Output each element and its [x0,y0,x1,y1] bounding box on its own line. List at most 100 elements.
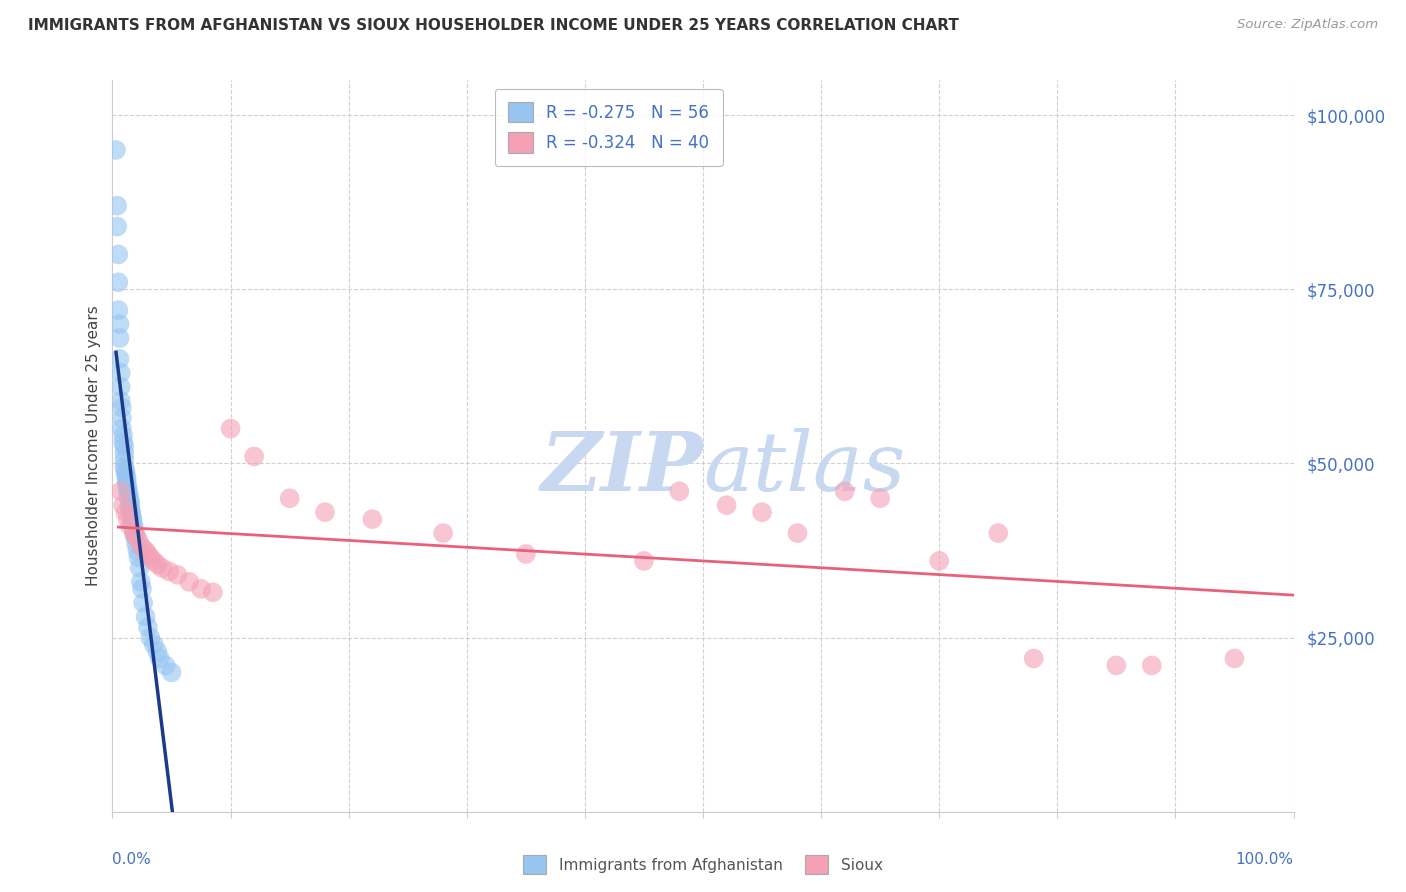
Point [869,491,891,506]
Point [139,631,162,645]
Point [122,523,145,537]
Text: atlas: atlas [703,428,905,508]
Point [114,505,136,519]
Point [107,303,129,318]
Point [112,439,135,453]
Point [110,380,132,394]
Point [633,554,655,568]
Point [1223,651,1246,665]
Point [120,505,142,519]
Point [111,401,134,415]
Point [135,609,157,624]
Point [117,484,139,499]
Point [120,494,142,508]
Point [928,554,950,568]
Point [112,459,135,474]
Point [219,421,242,435]
Point [117,512,139,526]
Point [142,554,165,568]
Point [108,331,131,345]
Point [751,505,773,519]
Point [157,565,180,579]
Point [112,446,135,460]
Point [127,550,149,565]
Point [129,574,152,589]
Text: Source: ZipAtlas.com: Source: ZipAtlas.com [1237,18,1378,31]
Point [115,470,138,484]
Point [105,143,128,157]
Point [278,491,301,506]
Point [432,526,454,541]
Point [515,547,537,561]
Point [361,512,384,526]
Point [108,317,131,331]
Point [190,582,212,596]
Point [135,543,157,558]
Legend: Immigrants from Afghanistan, Sioux: Immigrants from Afghanistan, Sioux [517,849,889,880]
Point [127,543,149,558]
Point [160,665,183,680]
Point [114,463,136,477]
Point [118,488,141,502]
Point [834,484,856,499]
Point [1140,658,1163,673]
Point [120,498,142,512]
Point [125,536,148,550]
Y-axis label: Householder Income Under 25 years: Householder Income Under 25 years [86,306,101,586]
Point [111,421,134,435]
Point [115,474,138,488]
Point [987,526,1010,541]
Point [668,484,690,499]
Point [136,620,159,634]
Point [125,530,148,544]
Point [146,644,169,658]
Point [107,275,129,289]
Point [128,561,150,575]
Point [136,547,159,561]
Point [124,530,146,544]
Point [120,508,142,523]
Point [122,526,145,541]
Point [122,519,145,533]
Point [105,199,128,213]
Point [107,247,129,261]
Text: 0.0%: 0.0% [112,852,152,867]
Point [127,533,149,547]
Legend: R = -0.275   N = 56, R = -0.324   N = 40: R = -0.275 N = 56, R = -0.324 N = 40 [495,88,723,166]
Point [132,596,155,610]
Point [117,481,139,495]
Point [139,550,162,565]
Point [155,658,177,673]
Point [111,411,134,425]
Point [110,393,132,408]
Point [150,561,173,575]
Point [120,519,142,533]
Point [110,484,132,499]
Text: ZIP: ZIP [540,428,703,508]
Point [1022,651,1045,665]
Point [121,512,143,526]
Point [112,435,135,450]
Point [142,638,165,652]
Point [146,558,169,572]
Point [716,498,738,512]
Point [786,526,808,541]
Point [110,366,132,380]
Point [105,219,128,234]
Text: 100.0%: 100.0% [1236,852,1294,867]
Point [243,450,266,464]
Text: IMMIGRANTS FROM AFGHANISTAN VS SIOUX HOUSEHOLDER INCOME UNDER 25 YEARS CORRELATI: IMMIGRANTS FROM AFGHANISTAN VS SIOUX HOU… [28,18,959,33]
Point [112,428,135,442]
Point [114,467,136,481]
Point [121,516,143,530]
Point [118,491,141,506]
Point [149,651,172,665]
Point [131,540,153,554]
Point [1105,658,1128,673]
Point [131,582,153,596]
Point [201,585,224,599]
Point [314,505,336,519]
Point [112,453,135,467]
Point [120,501,142,516]
Point [124,526,146,541]
